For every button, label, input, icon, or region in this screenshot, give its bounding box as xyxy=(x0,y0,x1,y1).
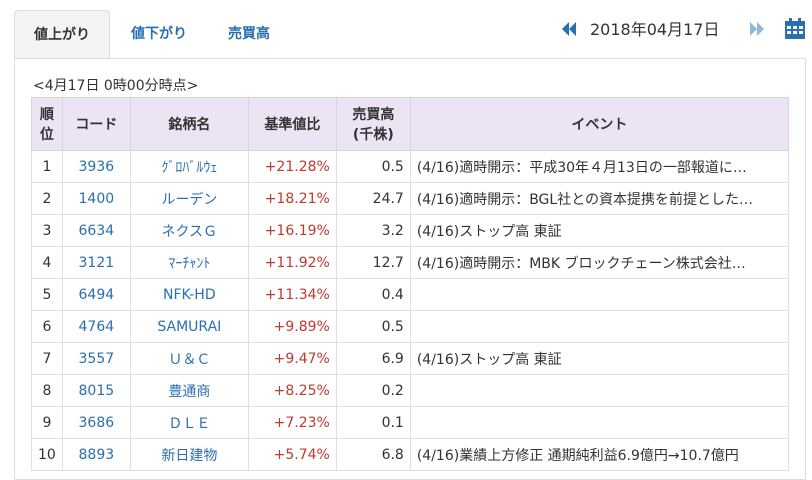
code-link[interactable]: 4764 xyxy=(61,310,131,343)
double-chevron-left-icon[interactable] xyxy=(560,20,578,38)
header-rank-line1: 順 xyxy=(39,107,54,123)
calendar-icon[interactable] xyxy=(784,18,806,40)
event-cell xyxy=(409,310,789,343)
code-link[interactable]: 3936 xyxy=(61,150,131,183)
header-rank-line2: 位 xyxy=(39,127,54,143)
header-code: コード xyxy=(61,97,131,151)
tab-price-down[interactable]: 値下がり xyxy=(131,26,187,42)
stock-name-link[interactable]: ｸﾞﾛﾊﾞﾙｳｪ xyxy=(129,150,249,183)
table-row: 7 3557 Ｕ＆Ｃ +9.47% 6.9 (4/16)ストップ高 東証 xyxy=(31,342,789,375)
event-cell: (4/16)適時開示：MBK ブロックチェーン株式会社… xyxy=(409,246,789,279)
double-chevron-right-icon[interactable] xyxy=(748,20,766,38)
code-link[interactable]: 6494 xyxy=(61,278,131,311)
rank-cell: 8 xyxy=(31,374,63,407)
pct-change-cell: +8.25% xyxy=(247,374,337,407)
stock-name-link[interactable]: NFK-HD xyxy=(129,278,249,311)
rank-cell: 4 xyxy=(31,246,63,279)
pct-change-cell: +16.19% xyxy=(247,214,337,247)
header-rank: 順 位 xyxy=(31,97,63,151)
volume-cell: 0.1 xyxy=(335,406,411,439)
stock-name-link[interactable]: ルーデン xyxy=(129,182,249,215)
stock-name-link[interactable]: SAMURAI xyxy=(129,310,249,343)
rank-cell: 9 xyxy=(31,406,63,439)
code-link[interactable]: 3557 xyxy=(61,342,131,375)
code-link[interactable]: 8015 xyxy=(61,374,131,407)
pct-change-cell: +5.74% xyxy=(247,438,337,471)
table-row: 2 1400 ルーデン +18.21% 24.7 (4/16)適時開示：BGL社… xyxy=(31,182,789,215)
event-cell: (4/16)適時開示：平成30年４月13日の一部報道に… xyxy=(409,150,789,183)
event-cell: (4/16)ストップ高 東証 xyxy=(409,214,789,247)
volume-cell: 0.2 xyxy=(335,374,411,407)
volume-cell: 0.5 xyxy=(335,150,411,183)
code-link[interactable]: 6634 xyxy=(61,214,131,247)
ranking-panel: <4月17日 0時00分時点> 順 位 コード 銘柄名 基準値比 売買高 (千株… xyxy=(14,58,806,480)
code-link[interactable]: 8893 xyxy=(61,438,131,471)
header-volume-line1: 売買高 xyxy=(352,107,395,123)
header-volume-line2: (千株) xyxy=(352,127,394,143)
stock-name-link[interactable]: ＤＬＥ xyxy=(129,406,249,439)
rank-cell: 1 xyxy=(31,150,63,183)
stock-name-link[interactable]: ﾏｰﾁｬﾝﾄ xyxy=(129,246,249,279)
event-cell xyxy=(409,406,789,439)
volume-cell: 12.7 xyxy=(335,246,411,279)
tab-price-up[interactable]: 値上がり xyxy=(14,10,110,59)
table-row: 10 8893 新日建物 +5.74% 6.8 (4/16)業績上方修正 通期純… xyxy=(31,438,789,471)
header-name: 銘柄名 xyxy=(129,97,249,151)
pct-change-cell: +18.21% xyxy=(247,182,337,215)
event-cell xyxy=(409,374,789,407)
table-row: 1 3936 ｸﾞﾛﾊﾞﾙｳｪ +21.28% 0.5 (4/16)適時開示：平… xyxy=(31,150,789,183)
code-link[interactable]: 3121 xyxy=(61,246,131,279)
table-row: 6 4764 SAMURAI +9.89% 0.5 xyxy=(31,310,789,343)
header-event: イベント xyxy=(409,97,789,151)
stock-name-link[interactable]: Ｕ＆Ｃ xyxy=(129,342,249,375)
volume-cell: 6.9 xyxy=(335,342,411,375)
rank-cell: 7 xyxy=(31,342,63,375)
tab-volume[interactable]: 売買高 xyxy=(228,26,270,42)
rank-cell: 6 xyxy=(31,310,63,343)
code-link[interactable]: 3686 xyxy=(61,406,131,439)
pct-change-cell: +21.28% xyxy=(247,150,337,183)
table-row: 8 8015 豊通商 +8.25% 0.2 xyxy=(31,374,789,407)
table-row: 5 6494 NFK-HD +11.34% 0.4 xyxy=(31,278,789,311)
date-navigator: 2018年04月17日 xyxy=(560,18,810,42)
rank-cell: 10 xyxy=(31,438,63,471)
volume-cell: 3.2 xyxy=(335,214,411,247)
header-pct: 基準値比 xyxy=(247,97,337,151)
ranking-tabs: 値上がり 値下がり 売買高 xyxy=(14,10,804,59)
stock-name-link[interactable]: ネクスＧ xyxy=(129,214,249,247)
pct-change-cell: +7.23% xyxy=(247,406,337,439)
event-cell: (4/16)適時開示：BGL社との資本提携を前提とした… xyxy=(409,182,789,215)
event-cell: (4/16)業績上方修正 通期純利益6.9億円→10.7億円 xyxy=(409,438,789,471)
event-cell xyxy=(409,278,789,311)
table-header-row: 順 位 コード 銘柄名 基準値比 売買高 (千株) イベント xyxy=(31,97,789,151)
table-row: 3 6634 ネクスＧ +16.19% 3.2 (4/16)ストップ高 東証 xyxy=(31,214,789,247)
rank-cell: 2 xyxy=(31,182,63,215)
code-link[interactable]: 1400 xyxy=(61,182,131,215)
rank-cell: 3 xyxy=(31,214,63,247)
current-date: 2018年04月17日 xyxy=(590,20,720,39)
table-row: 4 3121 ﾏｰﾁｬﾝﾄ +11.92% 12.7 (4/16)適時開示：MB… xyxy=(31,246,789,279)
rank-cell: 5 xyxy=(31,278,63,311)
pct-change-cell: +11.92% xyxy=(247,246,337,279)
event-cell: (4/16)ストップ高 東証 xyxy=(409,342,789,375)
table-row: 9 3686 ＤＬＥ +7.23% 0.1 xyxy=(31,406,789,439)
volume-cell: 0.4 xyxy=(335,278,411,311)
pct-change-cell: +9.47% xyxy=(247,342,337,375)
volume-cell: 6.8 xyxy=(335,438,411,471)
ranking-table: 順 位 コード 銘柄名 基準値比 売買高 (千株) イベント 1 3936 ｸﾞ… xyxy=(31,97,789,471)
header-volume: 売買高 (千株) xyxy=(335,97,411,151)
volume-cell: 24.7 xyxy=(335,182,411,215)
pct-change-cell: +9.89% xyxy=(247,310,337,343)
pct-change-cell: +11.34% xyxy=(247,278,337,311)
as-of-timestamp: <4月17日 0時00分時点> xyxy=(33,78,199,94)
stock-name-link[interactable]: 豊通商 xyxy=(129,374,249,407)
stock-name-link[interactable]: 新日建物 xyxy=(129,438,249,471)
volume-cell: 0.5 xyxy=(335,310,411,343)
